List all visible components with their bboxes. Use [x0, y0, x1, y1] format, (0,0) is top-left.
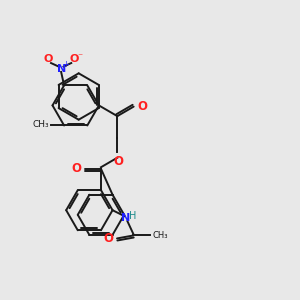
Text: O: O — [70, 54, 79, 64]
Text: CH₃: CH₃ — [152, 231, 168, 240]
Text: O: O — [71, 162, 81, 175]
Text: N: N — [56, 64, 66, 74]
Text: CH₃: CH₃ — [33, 120, 49, 129]
Text: H: H — [129, 211, 136, 221]
Text: O: O — [137, 100, 147, 112]
Text: O: O — [103, 232, 113, 245]
Text: N: N — [121, 213, 130, 223]
Text: O: O — [44, 54, 53, 64]
Text: O: O — [113, 155, 123, 168]
Text: +: + — [62, 60, 69, 69]
Text: ⁻: ⁻ — [78, 53, 83, 63]
